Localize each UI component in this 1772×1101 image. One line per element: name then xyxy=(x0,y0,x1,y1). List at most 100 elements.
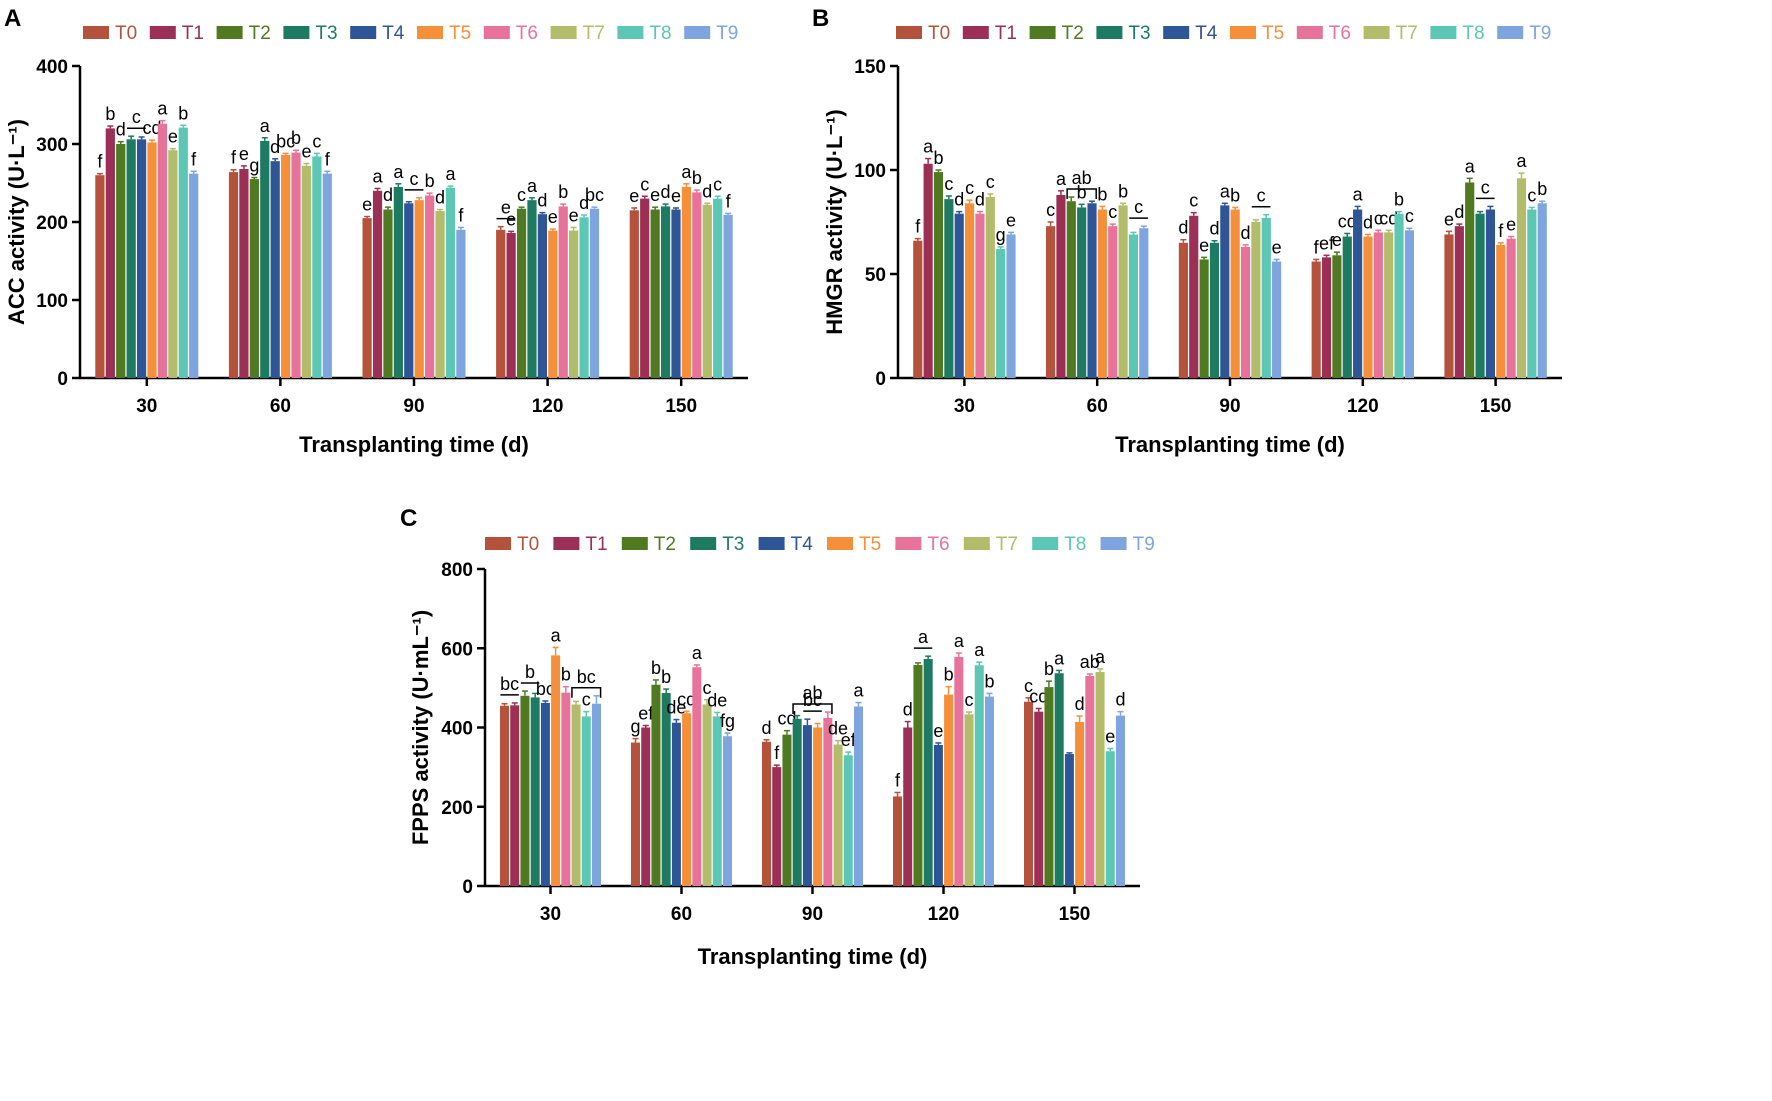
bar-b-t9-120 xyxy=(1404,230,1414,378)
legend-swatch-t6 xyxy=(1296,26,1323,39)
bar-b-t1-150 xyxy=(1454,226,1464,378)
bar-b-t1-60 xyxy=(1056,194,1066,378)
significance-letter-b-t6-120: c xyxy=(1374,208,1383,228)
bar-a-t7-30 xyxy=(168,150,178,378)
bar-a-t0-150 xyxy=(629,210,639,378)
bar-c-t0-120 xyxy=(893,796,903,886)
bar-c-t0-60 xyxy=(631,742,641,886)
bar-a-t0-60 xyxy=(228,172,239,378)
x-tick-label-c-150: 150 xyxy=(1059,904,1091,925)
significance-letter-b-t9-120: c xyxy=(1405,206,1414,226)
bar-a-t1-60 xyxy=(239,168,249,378)
bar-a-t2-30 xyxy=(116,144,126,378)
significance-letter-b-t2-30: b xyxy=(933,148,943,168)
legend-label-t5: T5 xyxy=(1262,23,1284,44)
significance-letter-c-t5-120: b xyxy=(944,665,954,685)
significance-group-letter-c-0: bc xyxy=(500,674,519,694)
bar-a-t1-120 xyxy=(506,232,516,378)
bar-c-t0-150 xyxy=(1024,701,1034,886)
significance-bracket-c-2 xyxy=(571,687,602,698)
significance-group-letter-c-4: bc xyxy=(803,690,822,710)
bar-c-t5-150 xyxy=(1075,721,1085,886)
significance-letter-c-t8-30: c xyxy=(582,690,591,710)
legend-label-t9: T9 xyxy=(716,23,738,44)
panel-b-chart: B T0 T1 T2 T3 T4 T5 T6 T7 T8 T9 0 50 100 150 30 60 90 12… xyxy=(812,5,1562,457)
significance-letter-b-t9-30: e xyxy=(1006,210,1016,230)
significance-letter-a-t9-120: bc xyxy=(585,185,604,205)
significance-letter-b-t3-30: c xyxy=(944,174,953,194)
bar-b-t1-120 xyxy=(1321,257,1332,378)
bar-a-t9-120 xyxy=(589,208,600,378)
legend-label-t0: T0 xyxy=(115,23,137,44)
bar-a-t4-30 xyxy=(136,139,147,378)
bar-b-t0-150 xyxy=(1444,234,1454,378)
bar-a-t5-120 xyxy=(548,230,558,378)
legend-swatch-t0 xyxy=(485,537,511,550)
y-axis-label-c: FPPS activity (U·mL⁻¹) xyxy=(408,610,433,845)
significance-letter-a-t5-120: e xyxy=(548,207,558,227)
bar-a-t1-90 xyxy=(372,190,383,378)
significance-letter-c-t9-90: a xyxy=(853,681,864,701)
significance-letter-b-t2-150: a xyxy=(1465,156,1476,176)
bar-c-t3-120 xyxy=(923,658,933,886)
significance-letter-a-t3-120: a xyxy=(527,176,538,196)
significance-letter-b-t6-150: e xyxy=(1506,215,1516,235)
bar-b-t2-60 xyxy=(1066,201,1076,378)
legend-label-t2: T2 xyxy=(249,23,271,44)
significance-letter-c-t4-60: de xyxy=(666,698,686,718)
significance-letter-b-t8-150: c xyxy=(1527,185,1536,205)
bar-c-t9-120 xyxy=(984,696,994,886)
significance-letter-b-t5-150: f xyxy=(1498,221,1504,241)
significance-letter-a-t6-150: b xyxy=(692,168,702,188)
bar-b-t8-60 xyxy=(1128,234,1139,378)
bar-c-t1-150 xyxy=(1034,711,1044,886)
bar-b-t9-60 xyxy=(1139,228,1149,378)
bar-a-t4-150 xyxy=(671,209,681,378)
bar-b-t9-150 xyxy=(1537,203,1547,378)
y-tick-label-c-0: 0 xyxy=(462,877,473,898)
bar-b-t3-30 xyxy=(944,199,954,378)
legend-label-t3: T3 xyxy=(722,534,744,555)
significance-letter-b-t4-30: d xyxy=(954,190,964,210)
y-tick-label-a-400: 400 xyxy=(36,57,68,78)
bar-c-t7-90 xyxy=(833,744,843,886)
bar-b-t0-90 xyxy=(1178,242,1188,378)
x-tick-label-c-30: 30 xyxy=(540,904,561,925)
x-tick-label-a-120: 120 xyxy=(532,396,564,417)
bar-a-t2-120 xyxy=(516,208,527,378)
bar-c-t3-30 xyxy=(530,697,540,886)
bar-a-t3-90 xyxy=(393,186,403,378)
significance-letter-a-t1-150: c xyxy=(640,174,649,194)
bar-a-t9-90 xyxy=(456,229,466,378)
x-tick-label-c-120: 120 xyxy=(928,904,960,925)
significance-letter-c-t7-60: c xyxy=(703,678,712,698)
bar-a-t6-60 xyxy=(291,152,301,378)
bar-a-t8-60 xyxy=(312,156,322,378)
bar-c-t4-150 xyxy=(1064,754,1074,886)
bar-b-t4-120 xyxy=(1353,209,1363,378)
significance-letter-c-t2-60: b xyxy=(651,658,661,678)
significance-letter-c-t0-60: g xyxy=(631,717,641,737)
significance-letter-a-t0-90: e xyxy=(362,195,372,215)
y-tick-label-a-100: 100 xyxy=(36,291,68,312)
significance-letter-a-t7-30: e xyxy=(168,127,178,147)
legend-swatch-t2 xyxy=(216,26,243,39)
significance-group-letter-c-2: bc xyxy=(577,667,596,687)
significance-letter-c-t5-150: d xyxy=(1075,694,1085,714)
bar-b-t7-60 xyxy=(1118,205,1128,378)
significance-letter-c-t7-120: c xyxy=(965,690,974,710)
significance-letter-c-t6-60: a xyxy=(692,643,703,663)
y-tick-label-b-0: 0 xyxy=(875,369,886,390)
bar-b-t9-90 xyxy=(1272,261,1282,378)
bar-b-t0-60 xyxy=(1046,226,1056,378)
significance-letter-c-t2-150: b xyxy=(1044,659,1054,679)
significance-letter-b-t6-60: c xyxy=(1108,202,1117,222)
bar-c-t2-60 xyxy=(651,684,661,886)
x-tick-label-b-150: 150 xyxy=(1480,396,1512,417)
significance-group-letter-b-3: c xyxy=(1481,177,1490,197)
bar-a-t8-150 xyxy=(713,198,723,378)
legend-label-t2: T2 xyxy=(1062,23,1084,44)
bar-b-t6-30 xyxy=(975,213,985,378)
significance-letter-a-t3-150: d xyxy=(661,182,671,202)
bar-c-t6-60 xyxy=(692,667,702,886)
